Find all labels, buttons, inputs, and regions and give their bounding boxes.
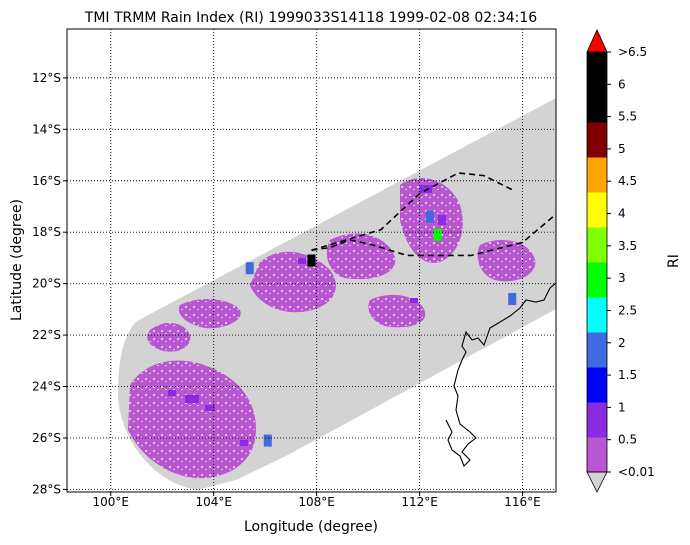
- y-tick-label: 14°S: [32, 122, 61, 136]
- colorbar-tick-label: 4.5: [618, 174, 637, 188]
- x-tick-label: 100°E: [93, 495, 130, 509]
- colorbar-tick-label: 3: [618, 271, 626, 285]
- colorbar-label: RI: [666, 254, 682, 268]
- y-axis-label: Latitude (degree): [9, 199, 25, 321]
- x-tick-label: 116°E: [504, 495, 541, 509]
- rain-cell: [508, 293, 517, 306]
- plot-frame: [66, 28, 557, 493]
- colorbar-frame: [586, 51, 608, 473]
- colorbar-tick-label: 3.5: [618, 239, 637, 253]
- colorbar-segment: [587, 332, 607, 368]
- y-tick-label: 22°S: [32, 328, 61, 342]
- colorbar: [586, 29, 608, 493]
- rain-areas-light: [128, 177, 536, 479]
- x-tick-label: 104°E: [195, 495, 232, 509]
- x-axis-label: Longitude (degree): [244, 519, 378, 535]
- colorbar-tick-label: 5: [618, 142, 626, 156]
- colorbar-under-arrow: [586, 471, 608, 493]
- chart-title: TMI TRMM Rain Index (RI) 1999033S14118 1…: [84, 10, 538, 26]
- rain-cell: [245, 262, 254, 275]
- rain-cell: [263, 434, 272, 447]
- rain-cell: [433, 228, 442, 241]
- colorbar-tick-label: 1: [618, 400, 626, 414]
- rain-cell: [425, 210, 434, 223]
- y-tick-label: 12°S: [32, 71, 61, 85]
- y-tick-label: 20°S: [32, 277, 61, 291]
- colorbar-segment: [587, 52, 607, 88]
- gridlines: [67, 29, 556, 492]
- storm-track-loop: [311, 172, 516, 251]
- colorbar-segment: [587, 262, 607, 298]
- colorbar-tick-label: 4: [618, 207, 626, 221]
- colorbar-segment: [587, 192, 607, 228]
- colorbar-segment: [587, 437, 607, 473]
- colorbar-segment: [587, 402, 607, 438]
- coastline: [445, 282, 556, 467]
- colorbar-over-arrow: [586, 29, 608, 53]
- colorbar-segment: [587, 227, 607, 263]
- y-tick-label: 16°S: [32, 174, 61, 188]
- colorbar-segment: [587, 367, 607, 403]
- colorbar-tick-label: 1.5: [618, 368, 637, 382]
- colorbar-tick-label: 0.5: [618, 433, 637, 447]
- colorbar-tick-label: 5.5: [618, 110, 637, 124]
- rain-areas-medium: [168, 185, 446, 446]
- y-tick-label: 24°S: [32, 380, 61, 394]
- colorbar-tick-label: 2.5: [618, 303, 637, 317]
- colorbar-segment: [587, 297, 607, 333]
- x-tick-label: 108°E: [298, 495, 335, 509]
- storm-track-main: [311, 213, 556, 257]
- colorbar-segment: [587, 122, 607, 158]
- x-tick-label: 112°E: [401, 495, 438, 509]
- colorbar-tick-label: 2: [618, 336, 626, 350]
- colorbar-tick-label: >6.5: [618, 45, 647, 59]
- y-tick-label: 28°S: [32, 482, 61, 496]
- colorbar-tick-label: <0.01: [618, 465, 655, 479]
- colorbar-segment: [587, 87, 607, 123]
- rain-cell: [307, 254, 316, 267]
- y-tick-label: 18°S: [32, 225, 61, 239]
- y-tick-label: 26°S: [32, 431, 61, 445]
- colorbar-tick-label: 6: [618, 77, 626, 91]
- colorbar-segment: [587, 157, 607, 193]
